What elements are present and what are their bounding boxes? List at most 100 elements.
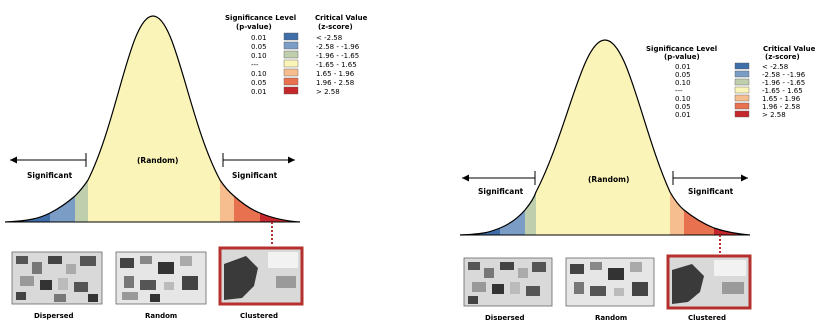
region-p01-left — [5, 213, 50, 222]
legend-swatch — [734, 102, 750, 110]
random-label: (Random) — [137, 156, 178, 165]
legend-z-value: 1.96 - 2.58 — [316, 79, 354, 87]
legend-swatch — [734, 70, 750, 78]
map-caption: Random — [595, 314, 627, 320]
legend-significance-sub: (p-value) — [664, 53, 700, 61]
map-caption: Random — [145, 312, 177, 320]
legend-z-value: > 2.58 — [762, 111, 786, 119]
region-p01-right — [260, 213, 300, 222]
map-random: Random — [115, 251, 207, 320]
significant-left-label: Significant — [478, 187, 524, 196]
legend-p-value: 0.01 — [251, 88, 267, 96]
legend-swatch — [283, 50, 299, 59]
legend-z-value: 1.65 - 1.96 — [762, 95, 801, 103]
legend-critical-title: Critical Value — [315, 14, 368, 22]
region-p10-right — [220, 180, 234, 222]
legend-row: 0.10 1.65 - 1.96 — [675, 94, 801, 103]
map-clustered: Clustered — [218, 246, 304, 320]
map-random: Random — [565, 257, 655, 320]
legend-swatch — [734, 86, 750, 94]
legend-p-value: 0.10 — [675, 95, 691, 103]
map-caption: Dispersed — [485, 314, 525, 320]
legend-swatch — [283, 68, 299, 77]
legend-row: 0.05 1.96 - 2.58 — [251, 77, 354, 87]
legend-z-value: -1.96 - -1.65 — [316, 52, 359, 60]
significant-arrow-right — [672, 171, 748, 185]
legend-row: 0.10 -1.96 - -1.65 — [251, 50, 359, 60]
panel-right: Significant Significant (Random) Signifi… — [430, 0, 816, 320]
legend-p-value: 0.01 — [675, 111, 691, 119]
random-label: (Random) — [588, 175, 629, 184]
significant-left-label: Significant — [27, 171, 73, 180]
legend-row: 0.05 1.96 - 2.58 — [675, 102, 800, 111]
legend-swatch — [283, 59, 299, 68]
legend-significance-title: Significance Level — [646, 45, 717, 53]
legend-z-value: -2.58 - -1.96 — [762, 71, 806, 79]
legend-rows: 0.01 < -2.58 0.05 -2.58 - -1.96 0.10 -1.… — [251, 32, 360, 96]
legend-p-value: --- — [251, 61, 259, 69]
region-p01-left — [460, 228, 500, 235]
significant-right-label: Significant — [232, 171, 278, 180]
legend-p-value: 0.05 — [251, 43, 267, 51]
legend-z-value: < -2.58 — [316, 34, 342, 42]
region-p10-right — [670, 192, 684, 235]
legend-p-value: 0.01 — [675, 63, 691, 71]
legend-z-value: -2.58 - -1.96 — [316, 43, 360, 51]
legend: Significance Level (p-value) Critical Va… — [646, 45, 816, 119]
region-p05-right — [234, 196, 260, 222]
bell-curve — [459, 39, 751, 236]
legend-row: --- -1.65 - 1.65 — [251, 59, 357, 69]
map-clustered: Clustered — [666, 254, 752, 320]
legend-row: 0.05 -2.58 - -1.96 — [675, 70, 806, 79]
significant-arrow-left — [10, 153, 87, 167]
legend-swatch — [734, 62, 750, 70]
legend-p-value: 0.10 — [675, 79, 691, 87]
legend-z-value: < -2.58 — [762, 63, 788, 71]
curve-outline — [4, 15, 301, 223]
significant-right-label: Significant — [688, 187, 734, 196]
legend-row: --- -1.65 - 1.65 — [675, 86, 803, 95]
legend-row: 0.10 -1.96 - -1.65 — [675, 78, 805, 87]
legend-critical-sub: (z-score) — [318, 23, 353, 31]
legend-swatch — [283, 77, 299, 86]
region-p05-left — [500, 210, 525, 235]
region-p01-right — [714, 228, 750, 235]
legend-swatch — [283, 41, 299, 50]
legend-p-value: --- — [675, 87, 683, 95]
significant-arrow-right — [222, 153, 295, 167]
diagram-right: Significant Significant (Random) Signifi… — [459, 39, 816, 320]
legend-row: 0.05 -2.58 - -1.96 — [251, 41, 360, 51]
bell-curve — [4, 15, 301, 223]
legend-swatch — [734, 94, 750, 102]
significant-arrow-left — [462, 171, 536, 185]
legend-p-value: 0.05 — [251, 79, 267, 87]
legend-p-value: 0.05 — [675, 103, 691, 111]
legend-swatch — [283, 86, 299, 95]
legend-significance-sub: (p-value) — [236, 23, 272, 31]
map-caption: Clustered — [688, 314, 726, 320]
map-dispersed: Dispersed — [11, 251, 103, 320]
legend-z-value: 1.65 - 1.96 — [316, 70, 355, 78]
legend-row: 0.10 1.65 - 1.96 — [251, 68, 355, 78]
legend-row: 0.01 > 2.58 — [675, 110, 786, 119]
legend: Significance Level (p-value) Critical Va… — [225, 14, 368, 96]
legend-critical-title: Critical Value — [763, 45, 816, 53]
legend-significance-title: Significance Level — [225, 14, 296, 22]
legend-p-value: 0.05 — [675, 71, 691, 79]
curve-outline — [459, 39, 751, 236]
legend-z-value: -1.96 - -1.65 — [762, 79, 805, 87]
region-p10-left — [525, 192, 536, 235]
panel-left: Significant Significant (Random) Signifi… — [4, 14, 368, 320]
legend-swatch — [283, 32, 299, 41]
region-p05-left — [50, 196, 75, 222]
legend-swatch — [734, 78, 750, 86]
region-random — [88, 16, 220, 222]
region-p10-left — [75, 180, 88, 222]
legend-z-value: > 2.58 — [316, 88, 340, 96]
legend-critical-sub: (z-score) — [765, 53, 800, 61]
legend-p-value: 0.01 — [251, 34, 267, 42]
legend-z-value: -1.65 - 1.65 — [762, 87, 803, 95]
legend-p-value: 0.10 — [251, 70, 267, 78]
legend-row: 0.01 > 2.58 — [251, 86, 340, 96]
diagram-left: Significant Significant (Random) Signifi… — [4, 14, 368, 320]
